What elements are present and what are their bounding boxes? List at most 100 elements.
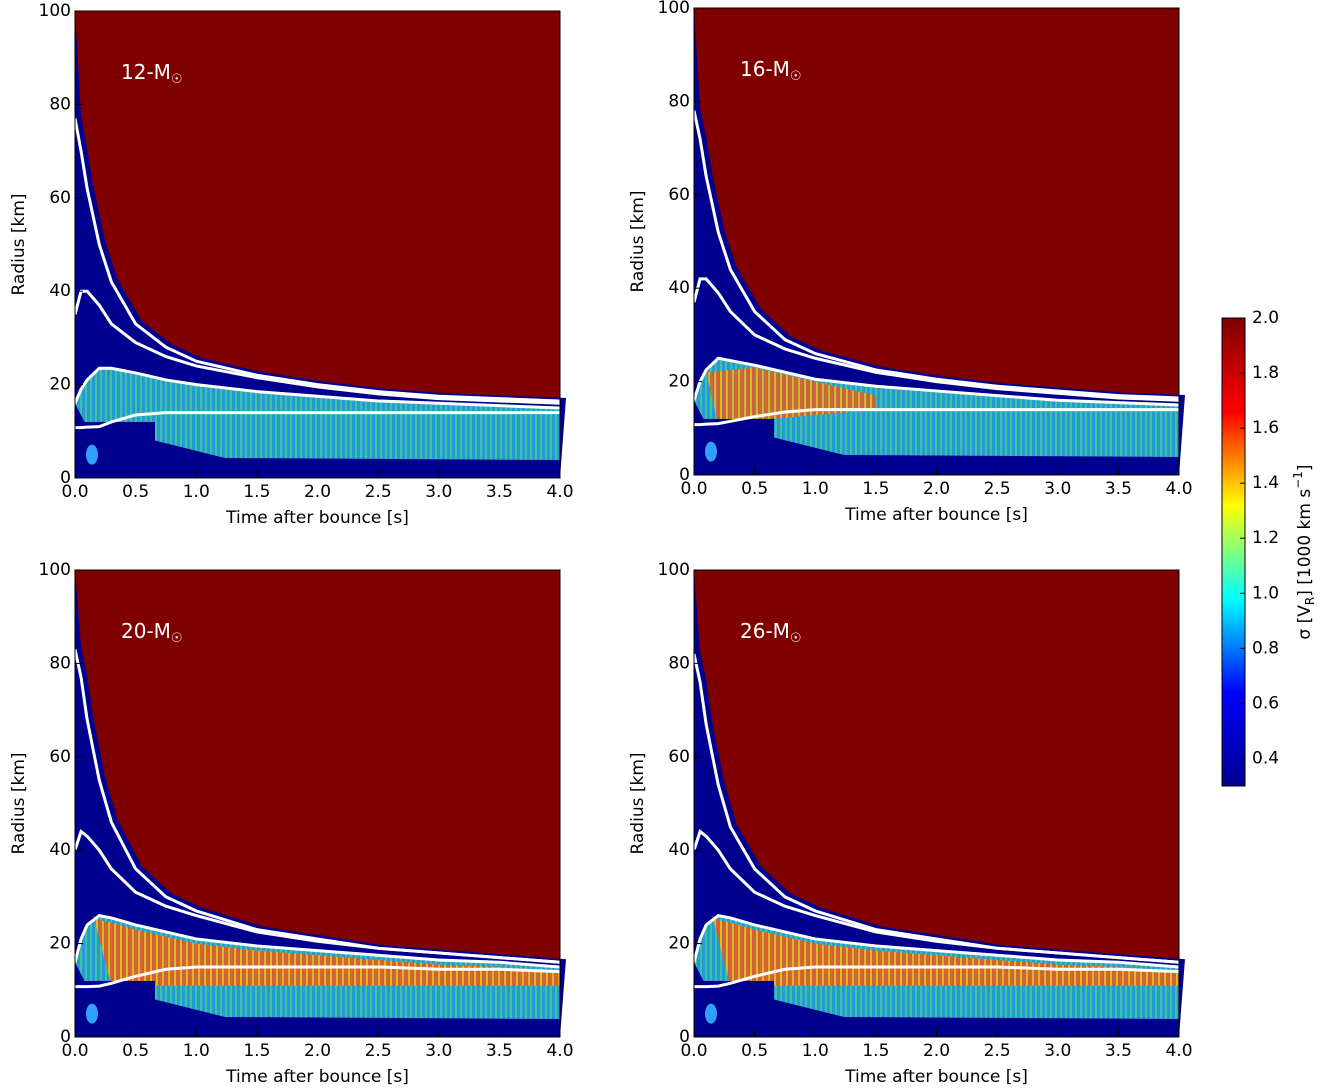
colorbar-tick-label: 2.0 — [1252, 308, 1279, 328]
x-tick-label: 3.5 — [486, 1041, 513, 1061]
panel-annotation: 20-M☉ — [121, 619, 183, 646]
core-spot — [704, 1003, 717, 1024]
x-tick-label: 4.0 — [1165, 1041, 1192, 1061]
y-axis-label: Radius [km] — [9, 752, 29, 854]
x-tick-label: 4.0 — [1165, 479, 1192, 499]
x-tick-label: 1.0 — [802, 1041, 829, 1061]
x-tick-label: 3.5 — [486, 482, 513, 502]
x-tick-label: 1.5 — [243, 482, 270, 502]
annotation-subscript: ☉ — [171, 72, 183, 87]
colorbar-tick-label: 0.6 — [1252, 693, 1279, 713]
contour-line — [694, 408, 1179, 427]
x-tick-label: 3.0 — [1044, 1041, 1071, 1061]
annotation-text: 26-M — [740, 619, 790, 643]
y-tick-label: 80 — [668, 91, 690, 111]
colorbar-label: σ [VR] [1000 km s−1] — [1291, 464, 1317, 639]
x-tick-label: 2.0 — [923, 479, 950, 499]
y-tick-label: 0 — [60, 1027, 71, 1047]
colorbar-label-part: ] — [1295, 464, 1315, 471]
x-tick-label: 1.5 — [243, 1041, 270, 1061]
x-tick-label: 4.0 — [546, 1041, 573, 1061]
y-tick-label: 20 — [668, 934, 690, 954]
x-tick-label: 1.0 — [183, 482, 210, 502]
annotation-text: 12-M — [121, 60, 171, 84]
y-axis-label: Radius [km] — [628, 752, 648, 854]
x-tick-label: 0.5 — [741, 1041, 768, 1061]
y-tick-label: 60 — [49, 747, 71, 767]
contour-line — [73, 913, 561, 969]
core-spot — [85, 1003, 98, 1024]
y-tick-label: 60 — [668, 185, 690, 205]
y-tick-label: 0 — [679, 1027, 690, 1047]
colorbar-label-part: ] [1000 km s — [1295, 489, 1315, 597]
x-tick-label: 2.5 — [365, 1041, 392, 1061]
colorbar-label-part: R — [1303, 597, 1317, 605]
x-tick-label: 1.5 — [862, 479, 889, 499]
colorbar-tick-label: 1.2 — [1252, 528, 1279, 548]
x-tick-label: 1.0 — [802, 479, 829, 499]
contour-line — [75, 965, 561, 989]
colorbar-tick-label: 0.4 — [1252, 748, 1279, 768]
x-tick-label: 3.5 — [1105, 479, 1132, 499]
x-tick-label: 1.0 — [183, 1041, 210, 1061]
annotation-subscript: ☉ — [790, 69, 802, 84]
y-tick-label: 60 — [668, 747, 690, 767]
y-tick-label: 40 — [49, 281, 71, 301]
y-tick-label: 0 — [679, 465, 690, 485]
x-tick-label: 2.0 — [923, 1041, 950, 1061]
y-axis-label: Radius [km] — [628, 190, 648, 292]
y-tick-label: 20 — [49, 934, 71, 954]
y-tick-label: 100 — [658, 560, 690, 580]
colorbar-tick-label: 1.6 — [1252, 418, 1279, 438]
x-axis-label: Time after bounce [s] — [844, 505, 1028, 525]
x-tick-label: 2.0 — [304, 1041, 331, 1061]
colorbar-tick-label: 0.8 — [1252, 638, 1279, 658]
turbulent-band — [75, 368, 560, 460]
contour-line — [73, 118, 561, 403]
x-axis-label: Time after bounce [s] — [225, 1067, 409, 1087]
y-tick-label: 0 — [60, 468, 71, 488]
contour-line — [692, 277, 1180, 402]
x-tick-label: 0.5 — [122, 1041, 149, 1061]
annotation-subscript: ☉ — [790, 631, 802, 646]
colorbar — [1221, 317, 1246, 787]
y-tick-label: 40 — [668, 278, 690, 298]
colorbar-tick-label: 1.8 — [1252, 363, 1279, 383]
low-dispersion-region — [694, 570, 1185, 1037]
contour-line — [73, 289, 561, 405]
x-tick-label: 3.0 — [1044, 479, 1071, 499]
y-tick-label: 80 — [49, 94, 71, 114]
y-tick-label: 80 — [49, 653, 71, 673]
x-tick-label: 2.5 — [365, 482, 392, 502]
colorbar-tick-label: 1.0 — [1252, 583, 1279, 603]
core-spot — [85, 444, 98, 465]
x-tick-label: 3.5 — [1105, 1041, 1132, 1061]
x-tick-label: 0.5 — [741, 479, 768, 499]
x-tick-label: 2.5 — [984, 1041, 1011, 1061]
y-axis-label: Radius [km] — [9, 193, 29, 295]
panel-annotation: 16-M☉ — [740, 57, 802, 84]
x-tick-label: 0.5 — [122, 482, 149, 502]
contour-line — [75, 411, 560, 430]
y-tick-label: 80 — [668, 653, 690, 673]
contour-line — [73, 366, 561, 410]
x-tick-label: 0.0 — [61, 482, 88, 502]
y-tick-label: 20 — [49, 375, 71, 395]
core-spot — [704, 441, 717, 462]
x-tick-label: 0.0 — [61, 1041, 88, 1061]
x-tick-label: 4.0 — [546, 482, 573, 502]
contour-line — [692, 913, 1180, 969]
y-tick-label: 40 — [668, 840, 690, 860]
x-axis-label: Time after bounce [s] — [844, 1067, 1028, 1087]
panel-annotation: 26-M☉ — [740, 619, 802, 646]
x-tick-label: 3.0 — [425, 1041, 452, 1061]
annotation-text: 20-M — [121, 619, 171, 643]
x-axis-label: Time after bounce [s] — [225, 508, 409, 528]
x-tick-label: 3.0 — [425, 482, 452, 502]
x-tick-label: 2.0 — [304, 482, 331, 502]
contour-line — [694, 965, 1180, 989]
y-tick-label: 100 — [39, 1, 71, 21]
low-dispersion-region — [75, 570, 566, 1037]
y-tick-label: 40 — [49, 840, 71, 860]
